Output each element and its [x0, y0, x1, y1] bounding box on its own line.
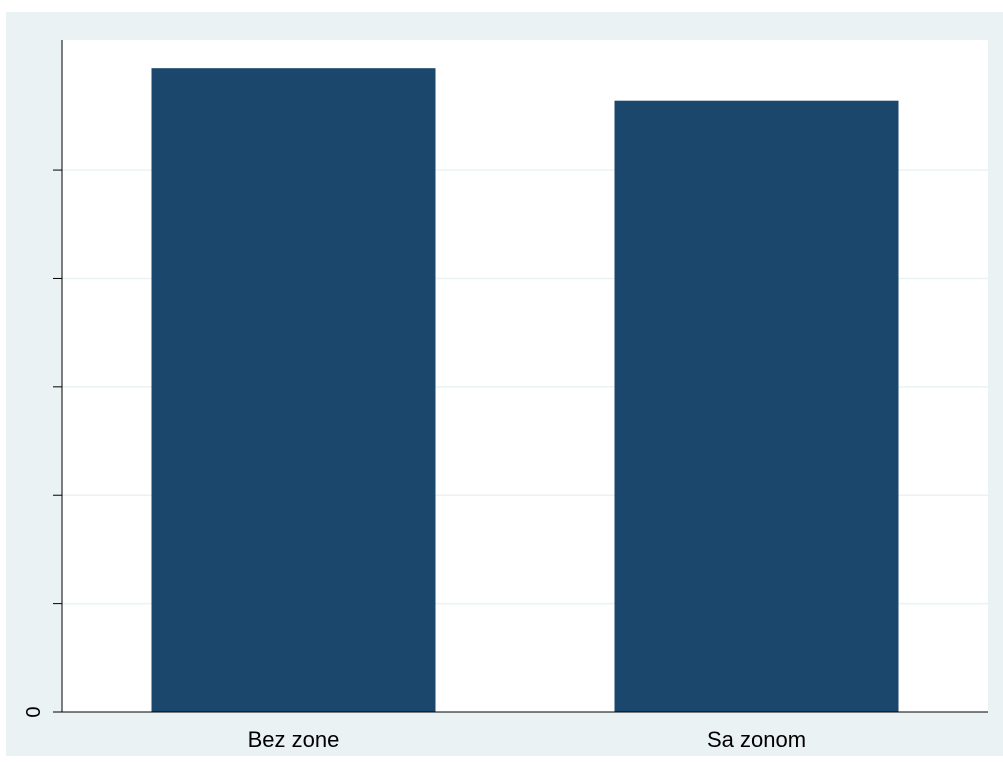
y-ticks: 0	[23, 169, 62, 718]
x-tick-label: Sa zonom	[707, 727, 806, 752]
bars	[151, 68, 899, 712]
x-tick-label: Bez zone	[248, 727, 340, 752]
bar-sa-zonom	[614, 100, 899, 712]
bar-bez-zone	[151, 68, 436, 712]
x-tick-labels: Bez zone Sa zonom	[248, 727, 806, 752]
y-tick-label: 0	[23, 706, 45, 717]
